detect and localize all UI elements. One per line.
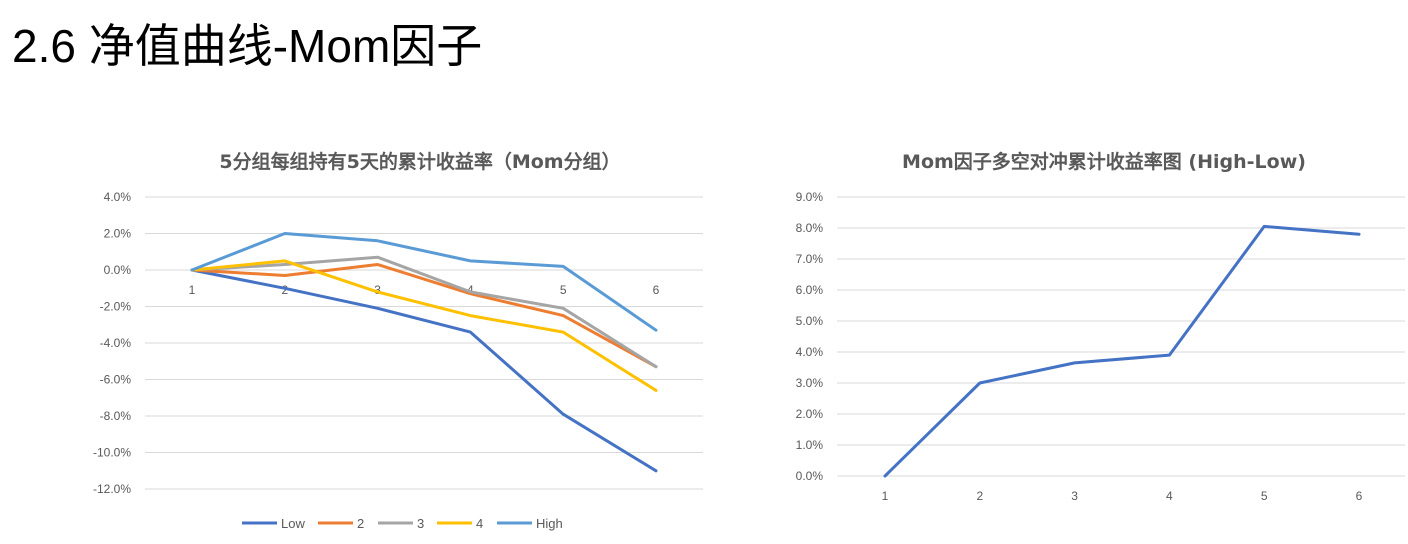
y-tick-label: -2.0% xyxy=(100,300,132,314)
y-tick-label: -12.0% xyxy=(93,482,131,496)
y-tick-label: 6.0% xyxy=(796,283,824,297)
legend-label: High xyxy=(536,516,563,531)
chart-title: Mom因子多空对冲累计收益率图 (High-Low) xyxy=(902,150,1306,173)
x-tick-label: 4 xyxy=(467,283,474,297)
legend-label: 2 xyxy=(357,516,364,531)
y-tick-label: -10.0% xyxy=(93,446,131,460)
y-tick-label: 8.0% xyxy=(796,221,824,235)
legend-item: High xyxy=(497,516,563,531)
legend-label: 4 xyxy=(476,516,483,531)
x-tick-label: 1 xyxy=(189,283,196,297)
x-tick-label: 1 xyxy=(882,489,889,503)
y-tick-label: 0.0% xyxy=(104,263,132,277)
series-line-high xyxy=(190,232,658,332)
y-tick-label: 4.0% xyxy=(796,345,824,359)
x-tick-label: 4 xyxy=(1166,489,1173,503)
x-tick-label: 3 xyxy=(1071,489,1078,503)
series-line-low xyxy=(190,268,658,473)
group-returns-chart: 5分组每组持有5天的累计收益率（Mom分组） 4.0% 2.0% 0.0% -2.0% -… xyxy=(93,150,703,531)
legend-item: 2 xyxy=(318,516,364,531)
x-tick-label: 5 xyxy=(1261,489,1268,503)
series-line-2 xyxy=(190,263,658,369)
series-line-4 xyxy=(190,259,658,392)
legend-item: Low xyxy=(242,516,305,531)
legend-item: 3 xyxy=(378,516,424,531)
y-tick-label: 2.0% xyxy=(104,227,132,241)
legend-label: 3 xyxy=(417,516,424,531)
legend-label: Low xyxy=(281,516,305,531)
x-tick-label: 2 xyxy=(281,283,288,297)
x-tick-label: 6 xyxy=(653,283,660,297)
x-tick-label: 6 xyxy=(1356,489,1363,503)
chart-title: 5分组每组持有5天的累计收益率（Mom分组） xyxy=(219,150,620,173)
y-tick-label: 9.0% xyxy=(796,190,824,204)
y-tick-label: 7.0% xyxy=(796,252,824,266)
series-line-3 xyxy=(190,255,658,369)
y-tick-label: 0.0% xyxy=(796,469,824,483)
y-tick-label: -4.0% xyxy=(100,336,132,350)
y-tick-label: 2.0% xyxy=(796,407,824,421)
y-tick-label: -6.0% xyxy=(100,373,132,387)
y-tick-label: 5.0% xyxy=(796,314,824,328)
y-tick-label: 1.0% xyxy=(796,438,824,452)
slide-title: 2.6 净值曲线-Mom因子 xyxy=(12,20,483,72)
y-tick-label: 4.0% xyxy=(104,190,132,204)
long-short-chart: Mom因子多空对冲累计收益率图 (High-Low) 9.0% 8.0% 7.0% 6.… xyxy=(796,150,1405,503)
legend-item: 4 xyxy=(437,516,483,531)
y-tick-label: 3.0% xyxy=(796,376,824,390)
y-tick-label: -8.0% xyxy=(100,409,132,423)
series-line-high-minus-low xyxy=(883,224,1361,478)
x-tick-label: 5 xyxy=(560,283,567,297)
x-tick-label: 2 xyxy=(976,489,983,503)
x-tick-label: 3 xyxy=(374,283,381,297)
